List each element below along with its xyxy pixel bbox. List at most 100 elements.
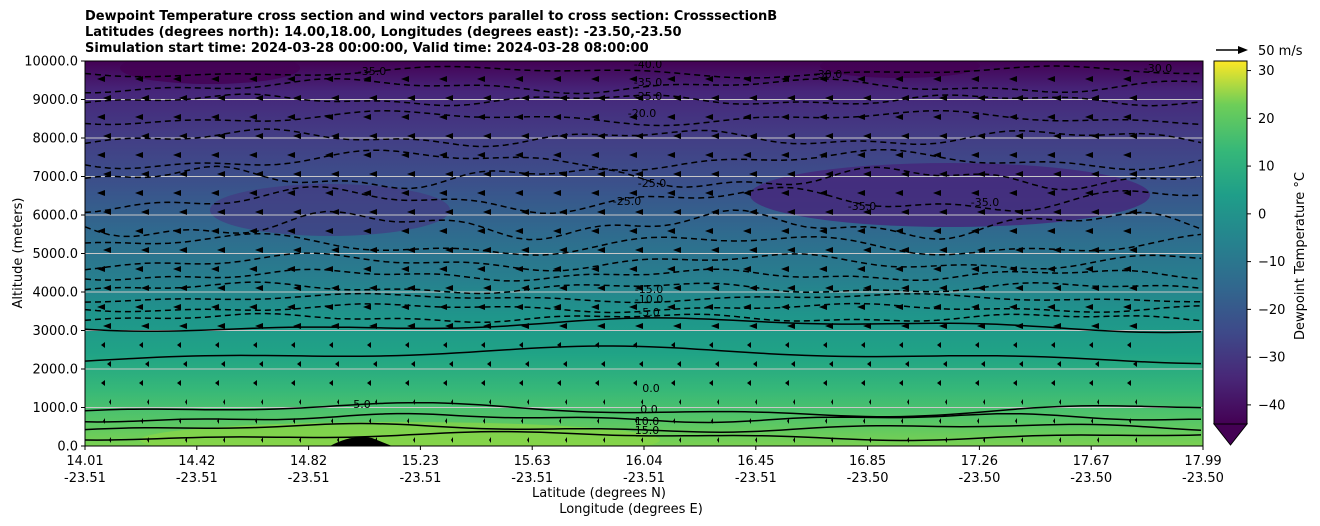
wind-vector [793, 399, 795, 405]
wind-vector [749, 247, 757, 253]
wind-vector [863, 95, 871, 101]
wind-vector [673, 323, 681, 329]
wind-vector [781, 190, 789, 196]
wind-vector [857, 152, 865, 158]
wind-vector [559, 323, 567, 329]
wind-vector [793, 437, 795, 443]
wind-vector [291, 342, 295, 348]
wind-vector [633, 342, 637, 348]
wind-vector [1123, 114, 1131, 120]
wind-vector [635, 209, 643, 215]
y-tick-label: 7000.0 [33, 170, 79, 185]
wind-vector [483, 323, 491, 329]
wind-vector [1085, 266, 1093, 272]
wind-vector [477, 76, 485, 82]
wind-vector [591, 304, 599, 310]
wind-vector [1123, 304, 1131, 310]
wind-vector [749, 95, 757, 101]
wind-vector [527, 399, 529, 405]
wind-vector [1057, 361, 1061, 367]
wind-vector [557, 342, 561, 348]
wind-vector [1053, 418, 1055, 424]
wind-vector [481, 380, 485, 386]
wind-vector [331, 209, 339, 215]
wind-vector [861, 342, 865, 348]
wind-vector [173, 190, 181, 196]
wind-vector [749, 171, 757, 177]
wind-vector [565, 437, 567, 443]
wind-vector [217, 133, 225, 139]
wind-vector [749, 133, 757, 139]
wind-vector [787, 323, 795, 329]
wind-vector [629, 152, 637, 158]
wind-vector [145, 361, 149, 367]
wind-vector [445, 285, 453, 291]
wind-vector [895, 114, 903, 120]
plot-area: -40.0 -35.0 -35.0 -30.0 -25.0 -20.0 -15.0-10.0… [85, 61, 1203, 446]
wind-vector [933, 266, 941, 272]
wind-vector [1053, 285, 1061, 291]
wind-vector [249, 76, 257, 82]
colorbar-extend-triangle [1212, 423, 1249, 446]
wind-vector [443, 380, 447, 386]
x-tick-label-longitude: -23.51 [735, 471, 777, 486]
wind-vector [249, 114, 257, 120]
wind-vector [673, 247, 681, 253]
wind-vector [641, 437, 643, 443]
title-line-3: Simulation start time: 2024-03-28 00:00:… [85, 41, 649, 56]
wind-vector [141, 247, 149, 253]
wind-vector [749, 418, 751, 424]
wind-vector [477, 190, 485, 196]
wind-vector [185, 399, 187, 405]
wind-vector [743, 266, 751, 272]
wind-vector [445, 209, 453, 215]
wind-vector [667, 266, 675, 272]
x-tick-label-latitude: 17.99 [1184, 454, 1221, 469]
wind-vector [407, 323, 415, 329]
contour-label: 0.0 [640, 403, 658, 416]
wind-vector [597, 209, 605, 215]
quiver-key: 50 m/s [1216, 44, 1303, 59]
wind-vector [1085, 114, 1093, 120]
wind-vector [595, 380, 599, 386]
colorbar-tick-label: 20 [1258, 112, 1275, 127]
contour-label: -30.0 [1144, 62, 1172, 75]
wind-vector [141, 133, 149, 139]
wind-vector [221, 361, 225, 367]
wind-vector [819, 114, 827, 120]
wind-vector [597, 418, 599, 424]
wind-vector [1015, 209, 1023, 215]
wind-vector [1097, 399, 1099, 405]
wind-vector [863, 247, 871, 253]
wind-vector [179, 285, 187, 291]
wind-vector [483, 171, 491, 177]
wind-vector [481, 342, 485, 348]
wind-vector [293, 95, 301, 101]
wind-vector [135, 76, 143, 82]
wind-vector [451, 399, 453, 405]
wind-vector [325, 76, 333, 82]
wind-vector [249, 266, 257, 272]
wind-vector [1085, 304, 1093, 310]
wind-vector [857, 114, 865, 120]
wind-vector [407, 95, 415, 101]
wind-vector [1047, 114, 1055, 120]
contour-line-solid [85, 345, 1202, 365]
wind-vector [901, 418, 903, 424]
wind-vector [363, 76, 371, 82]
dry-patch-mid-left [210, 184, 450, 236]
wind-vector [869, 399, 871, 405]
wind-vector [975, 342, 979, 348]
wind-vector [259, 361, 263, 367]
wind-vector [563, 361, 567, 367]
wind-vector [185, 437, 187, 443]
wind-vector [103, 247, 111, 253]
wind-vector [521, 247, 529, 253]
wind-vector [857, 190, 865, 196]
wind-vector [255, 95, 263, 101]
wind-vector [223, 437, 225, 443]
wind-vector [591, 152, 599, 158]
wind-vector [527, 437, 529, 443]
wind-vector [1015, 247, 1023, 253]
wind-vector [939, 247, 947, 253]
